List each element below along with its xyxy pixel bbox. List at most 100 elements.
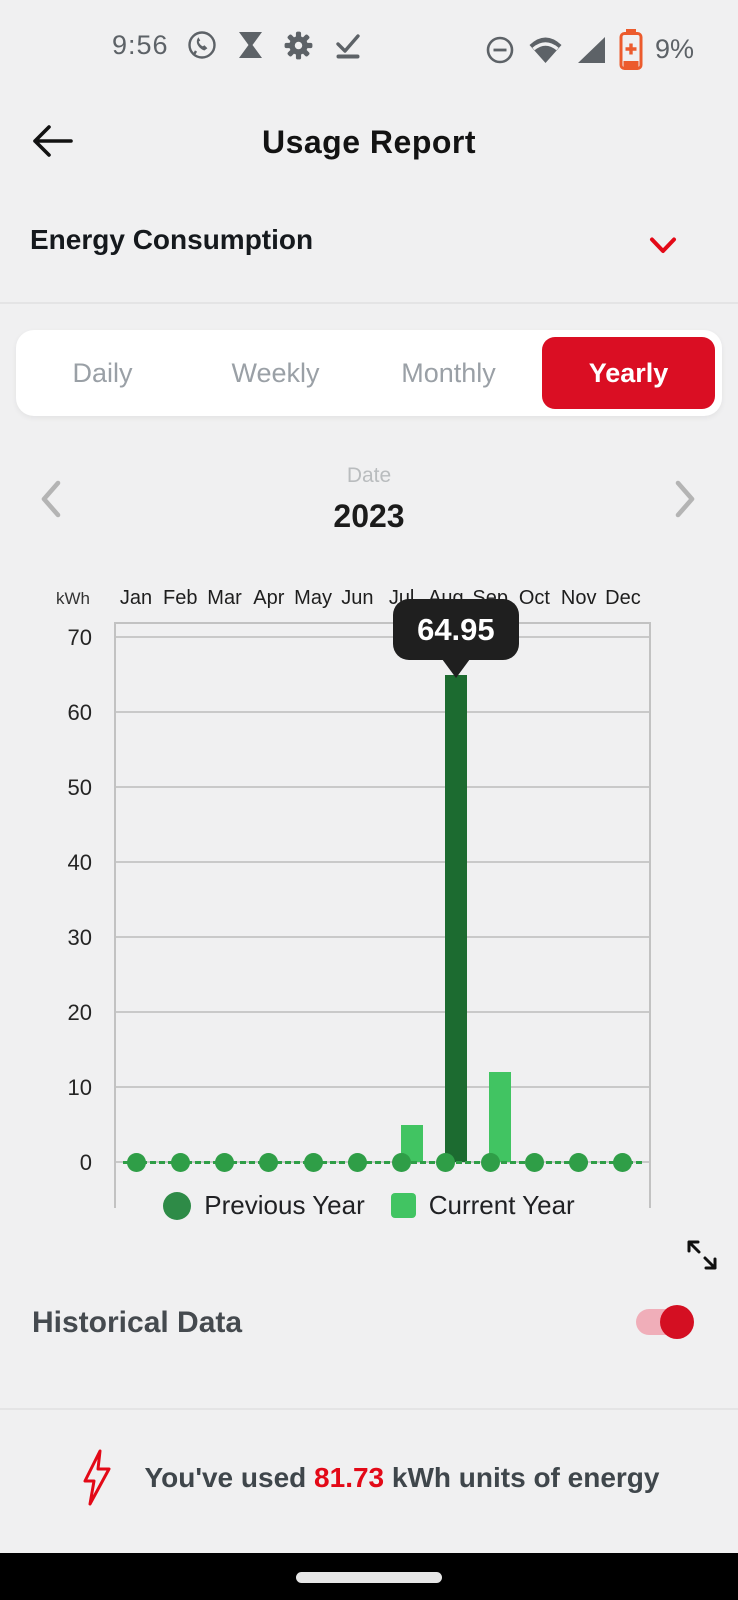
- expand-chart-button[interactable]: [684, 1237, 720, 1273]
- home-indicator[interactable]: [296, 1572, 442, 1583]
- gridline-50: [115, 786, 650, 788]
- point-aug[interactable]: [436, 1152, 456, 1172]
- y-axis-unit: kWh: [56, 589, 90, 608]
- gridline-30: [115, 936, 650, 938]
- legend-current-year: Current Year: [390, 1190, 575, 1221]
- next-period-button[interactable]: [672, 478, 700, 520]
- gridline-20: [115, 1011, 650, 1013]
- x-label-mar: Mar: [207, 587, 242, 609]
- x-label-dec: Dec: [605, 587, 641, 609]
- usage-text: You've used 81.73 kWh units of energy: [145, 1462, 660, 1494]
- historical-data-toggle[interactable]: [636, 1305, 694, 1339]
- tab-yearly[interactable]: Yearly: [542, 337, 715, 409]
- tooltip: 64.95: [392, 599, 519, 660]
- tab-weekly[interactable]: Weekly: [231, 357, 320, 388]
- x-label-jun: Jun: [341, 587, 374, 609]
- legend-swatch: [390, 1193, 416, 1218]
- tab-monthly[interactable]: Monthly: [401, 357, 496, 388]
- point-feb[interactable]: [170, 1152, 190, 1172]
- expand-icon: [687, 1240, 717, 1270]
- do-not-disturb-icon: [486, 36, 514, 63]
- x-label-oct: Oct: [518, 587, 550, 609]
- usage-value: 81.73: [314, 1462, 385, 1493]
- point-mar[interactable]: [215, 1152, 235, 1172]
- date-value: 2023: [333, 498, 405, 534]
- status-right-cluster: 9%: [484, 28, 694, 71]
- y-tick-0: 0: [79, 1150, 92, 1175]
- plot-border-right: [649, 622, 651, 1208]
- plot-border-top: [114, 622, 650, 624]
- legend-previous-year: Previous Year: [163, 1190, 365, 1221]
- period-tab-bar: Daily Weekly Monthly Yearly: [16, 330, 722, 416]
- tab-daily[interactable]: Daily: [72, 357, 133, 388]
- point-nov[interactable]: [569, 1152, 589, 1172]
- y-tick-70: 70: [67, 625, 92, 650]
- point-apr[interactable]: [259, 1152, 279, 1172]
- toggle-knob: [660, 1305, 694, 1339]
- point-jan[interactable]: [126, 1152, 146, 1172]
- point-jun[interactable]: [347, 1152, 367, 1172]
- battery-saver-icon: [619, 29, 643, 70]
- status-bar: 9:56: [0, 0, 738, 92]
- whatsapp-icon: [187, 31, 216, 59]
- x-label-jan: Jan: [119, 587, 153, 609]
- y-tick-50: 50: [67, 775, 92, 800]
- chart-legend: Previous Year Current Year: [0, 1190, 738, 1221]
- system-nav-bar: [0, 1553, 738, 1600]
- legend-label: Current Year: [428, 1190, 575, 1220]
- point-oct[interactable]: [524, 1152, 544, 1172]
- usage-note: You've used 81.73 kWh units of energy: [0, 1448, 738, 1508]
- x-label-may: May: [294, 587, 332, 609]
- y-tick-20: 20: [67, 1000, 92, 1025]
- status-left-cluster: 9:56: [112, 28, 364, 62]
- divider: [0, 1408, 738, 1410]
- usage-prefix: You've used: [144, 1462, 315, 1493]
- x-label-apr: Apr: [253, 587, 285, 609]
- hourglass-icon: [238, 32, 262, 58]
- y-tick-30: 30: [67, 925, 92, 950]
- divider: [0, 302, 738, 304]
- bar-current-year-jul[interactable]: [400, 1124, 423, 1162]
- x-label-feb: Feb: [163, 587, 198, 609]
- tooltip-caret: [441, 659, 470, 678]
- bar-previous-year-aug[interactable]: [444, 674, 467, 1162]
- settings-icon: [284, 31, 312, 59]
- y-tick-60: 60: [67, 700, 92, 725]
- plot-border-left: [114, 622, 116, 1208]
- section-title: Energy Consumption: [30, 224, 314, 255]
- y-tick-40: 40: [67, 850, 92, 875]
- back-button[interactable]: [30, 122, 78, 164]
- battery-percent: 9%: [654, 34, 694, 64]
- gridline-60: [115, 711, 650, 713]
- arrow-left-icon: [33, 125, 73, 157]
- update-done-icon: [335, 34, 360, 59]
- date-label: Date: [346, 464, 392, 487]
- page-title: Usage Report: [261, 124, 477, 160]
- y-tick-10: 10: [67, 1075, 92, 1100]
- point-jul[interactable]: [392, 1152, 412, 1172]
- gridline-70: [115, 636, 650, 638]
- previous-year-zero-line: [123, 1160, 642, 1164]
- chevron-right-icon: [675, 480, 695, 518]
- x-label-nov: Nov: [560, 587, 597, 609]
- clock: 9:56: [112, 29, 169, 60]
- lightning-icon: [83, 1449, 111, 1506]
- legend-swatch: [163, 1191, 192, 1220]
- chevron-down-icon: [650, 237, 676, 253]
- gridline-10: [115, 1086, 650, 1088]
- point-sep[interactable]: [480, 1152, 500, 1172]
- prev-period-button[interactable]: [38, 478, 66, 520]
- usage-suffix: kWh units of energy: [384, 1462, 660, 1493]
- point-may[interactable]: [303, 1152, 323, 1172]
- bar-current-year-sep[interactable]: [489, 1072, 512, 1162]
- wifi-icon: [529, 37, 562, 63]
- section-dropdown[interactable]: [648, 236, 678, 256]
- cell-signal-icon: [577, 36, 605, 63]
- legend-label: Previous Year: [204, 1190, 365, 1220]
- point-dec[interactable]: [613, 1152, 633, 1172]
- gridline-40: [115, 861, 650, 863]
- chevron-left-icon: [41, 480, 61, 518]
- historical-data-label: Historical Data: [32, 1306, 243, 1339]
